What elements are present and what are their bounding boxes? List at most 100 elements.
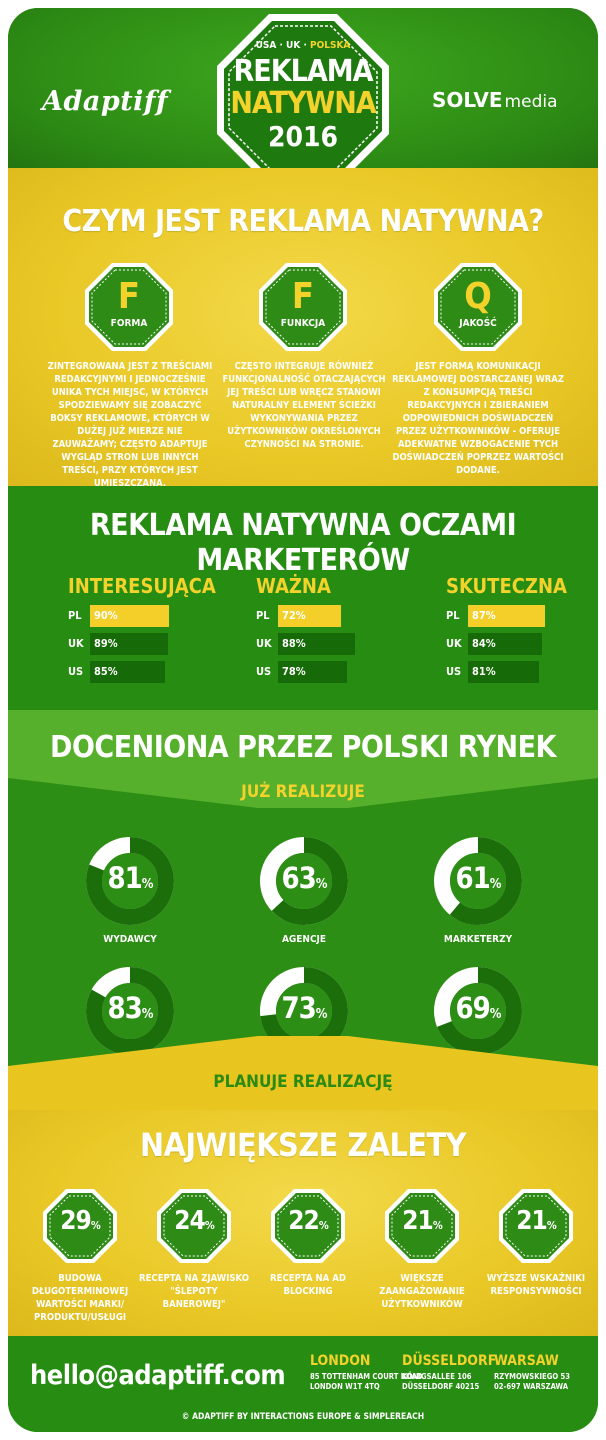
- benefit-text: WYŻSZE WSKAŹNIKI RESPONSYWNOŚCI: [486, 1273, 586, 1297]
- benefit-number: 21: [516, 1206, 548, 1236]
- donut-chart: 83%: [84, 965, 176, 1057]
- benefit-value: 24%: [156, 1206, 232, 1236]
- donut-number: 81: [107, 861, 142, 895]
- bar-value-label: 72%: [282, 609, 306, 622]
- bar-value-label: 87%: [472, 609, 496, 622]
- percent-sign: %: [315, 1007, 328, 1022]
- bar-value-label: 85%: [94, 665, 118, 678]
- donut-number: 63: [281, 861, 316, 895]
- polish-market-section: DOCENIONA PRZEZ POLSKI RYNEK JUŻ REALIZU…: [8, 710, 598, 1110]
- what-is-title: CZYM JEST REKLAMA NATYWNA?: [62, 204, 544, 239]
- benefit-value: 21%: [498, 1206, 574, 1236]
- funkcja-badge: F FUNKCJA: [258, 262, 348, 352]
- percent-sign: %: [489, 1007, 502, 1022]
- octagon-icon: [259, 263, 347, 351]
- marketers-title: REKLAMA NATYWNA OCZAMI MARKETERÓW: [89, 508, 517, 578]
- octagon-icon: [43, 1189, 117, 1263]
- bar-value-label: 88%: [282, 637, 306, 650]
- bar-country-label: US: [256, 665, 272, 678]
- office-warsaw-line1: RZYMOWSKIEGO 53: [494, 1372, 571, 1381]
- donut-value: 81%: [84, 861, 176, 895]
- benefit-number: 29: [60, 1206, 92, 1236]
- donut-value: 69%: [432, 991, 524, 1025]
- polish-market-band: [8, 710, 598, 778]
- badge-title-line2: NATYWNA: [230, 86, 376, 121]
- jakosc-letter: Q: [464, 276, 492, 317]
- donut-group-label: MARKETERZY: [443, 934, 513, 945]
- percent-sign: %: [432, 1219, 443, 1232]
- funkcja-letter: F: [291, 276, 315, 317]
- bar: 87%: [468, 605, 545, 627]
- bar: 88%: [278, 633, 355, 655]
- donut-group-label: WYDAWCY: [103, 934, 157, 945]
- title-badge: USA · UK · POLSKA REKLAMA NATYWNA 2016: [213, 10, 393, 190]
- jakosc-text: JEST FORMĄ KOMUNIKACJI REKLAMOWEJ DOSTAR…: [392, 361, 564, 476]
- bar-group-title: INTERESUJĄCA: [68, 574, 216, 598]
- header: Adaptiff SOLVE media USA · UK · POLSKA RE…: [8, 8, 598, 186]
- donut-center: [102, 853, 158, 909]
- donut-number: 69: [455, 991, 490, 1025]
- office-warsaw-city: WARSAW: [494, 1353, 559, 1369]
- bar: 85%: [90, 661, 165, 683]
- bar-country-label: PL: [256, 609, 270, 622]
- donut-value-arc: [86, 967, 174, 1055]
- bar-value-label: 81%: [472, 665, 496, 678]
- donut-number: 61: [455, 861, 490, 895]
- bar-country-label: US: [446, 665, 462, 678]
- bar-country-label: PL: [68, 609, 82, 622]
- bar-value-label: 90%: [94, 609, 118, 622]
- benefit-text: RECEPTA NA ZJAWISKO "ŚLEPOTY BANEROWEJ": [139, 1273, 250, 1310]
- donut-chart: 61%: [432, 835, 524, 927]
- benefit-value: 22%: [270, 1206, 346, 1236]
- office-dusseldorf-address: KÖNIGSALLEE 106 DÜSSELDORF 40215: [402, 1372, 479, 1392]
- donut-value: 73%: [258, 991, 350, 1025]
- percent-sign: %: [141, 1007, 154, 1022]
- benefit-text: RECEPTA NA AD BLOCKING: [270, 1273, 346, 1297]
- donut-value: 63%: [258, 861, 350, 895]
- funkcja-text: CZĘSTO INTEGRUJE RÓWNIEŻ FUNKCJONALNOŚĆ …: [222, 361, 386, 450]
- bar: 81%: [468, 661, 539, 683]
- benefit-badge: 22%: [270, 1188, 346, 1264]
- solve-media-logo-word2: media: [504, 92, 558, 112]
- benefits-title: NAJWIĘKSZE ZALETY: [140, 1126, 466, 1164]
- forma-label: FORMA: [110, 318, 148, 329]
- badge-countries-polska: POLSKA: [310, 40, 351, 51]
- donut-ring: [86, 967, 174, 1055]
- percent-sign: %: [315, 877, 328, 892]
- octagon-icon: [85, 263, 173, 351]
- donut-ring: [260, 837, 348, 925]
- forma-letter: F: [117, 276, 141, 317]
- polish-market-title: DOCENIONA PRZEZ POLSKI RYNEK: [50, 730, 556, 765]
- forma-text: ZINTEGROWANA JEST Z TREŚCIAMI REDAKCYJNY…: [47, 361, 213, 489]
- percent-sign: %: [141, 877, 154, 892]
- bar-value-label: 78%: [282, 665, 306, 678]
- bar: 89%: [90, 633, 168, 655]
- donut-center: [276, 853, 332, 909]
- office-london-city: LONDON: [310, 1353, 371, 1369]
- what-is-section: CZYM JEST REKLAMA NATYWNA? F FORMA ZINTE…: [8, 168, 598, 489]
- office-dusseldorf-line2: DÜSSELDORF 40215: [402, 1382, 480, 1391]
- donut-chart: 81%: [84, 835, 176, 927]
- bar-value-label: 89%: [94, 637, 118, 650]
- octagon-icon: [385, 1189, 459, 1263]
- plans-arrow-icon: [8, 1036, 598, 1066]
- donut-number: 73: [281, 991, 316, 1025]
- bar: 90%: [90, 605, 169, 627]
- marketers-section: REKLAMA NATYWNA OCZAMI MARKETERÓW INTERE…: [8, 486, 598, 710]
- donut-value: 83%: [84, 991, 176, 1025]
- jakosc-label: JAKOŚĆ: [459, 318, 497, 329]
- adaptiff-logo: Adaptiff: [42, 86, 169, 117]
- donut-center: [276, 983, 332, 1039]
- solve-media-logo: SOLVE media: [432, 88, 558, 112]
- footer: hello@adaptiff.com LONDON 85 TOTTENHAM C…: [8, 1336, 598, 1432]
- badge-title-line1: REKLAMA: [233, 54, 374, 89]
- office-london-address: 85 TOTTENHAM COURT ROAD LONDON W1T 4TQ: [310, 1372, 423, 1392]
- benefit-number: 24: [174, 1206, 206, 1236]
- octagon-icon: [499, 1189, 573, 1263]
- benefit-badge: 21%: [498, 1188, 574, 1264]
- contact-email[interactable]: hello@adaptiff.com: [30, 1360, 286, 1391]
- donut-chart: 63%: [258, 835, 350, 927]
- office-london-line1: 85 TOTTENHAM COURT ROAD: [310, 1372, 423, 1381]
- donut-value-arc: [260, 837, 348, 925]
- percent-sign: %: [204, 1219, 215, 1232]
